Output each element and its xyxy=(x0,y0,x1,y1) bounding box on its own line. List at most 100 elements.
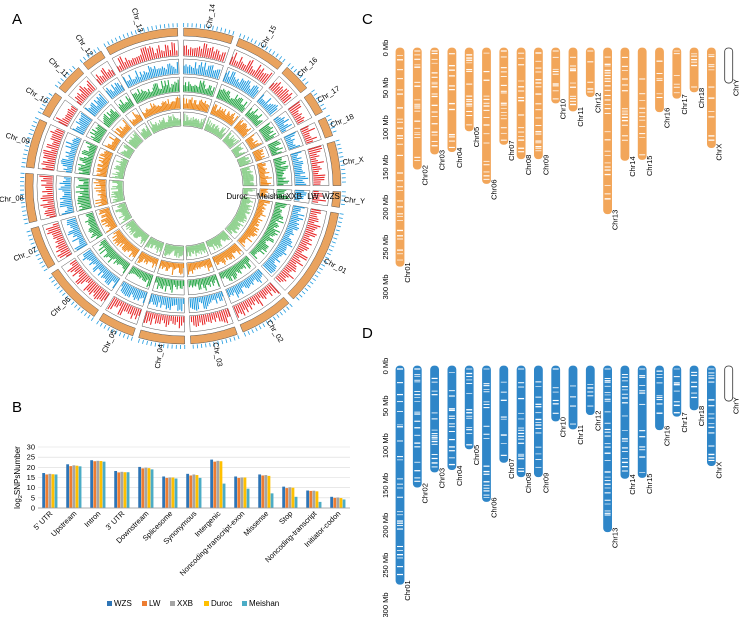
bar xyxy=(90,460,94,508)
legend-entry: Duroc xyxy=(211,599,232,608)
bar xyxy=(336,497,340,508)
bar xyxy=(189,475,193,508)
track-histogram xyxy=(284,131,301,150)
axis-tick-label: 250 Mb xyxy=(381,553,390,578)
bar xyxy=(102,461,106,508)
track-segment xyxy=(58,67,85,94)
track-histogram xyxy=(66,217,87,251)
chromosome-bar xyxy=(430,47,440,155)
bar xyxy=(78,466,82,508)
track-segment xyxy=(105,295,143,325)
track-histogram xyxy=(140,125,152,140)
chromosome-bar xyxy=(637,365,647,478)
bar xyxy=(99,461,103,508)
track-segment xyxy=(30,226,56,269)
chromosome-label: Chr17 xyxy=(680,412,689,432)
axis-tick-label: 50 Mb xyxy=(381,77,390,98)
track-histogram xyxy=(105,82,125,99)
track-histogram xyxy=(84,93,108,117)
bar xyxy=(333,497,337,508)
y-tick-label: 5 xyxy=(31,493,35,502)
chrom-label: Chr_06 xyxy=(48,295,72,319)
axis-tick-label: 0 Mb xyxy=(381,40,390,57)
chrom-ticks xyxy=(19,172,29,225)
chrom-ticks xyxy=(79,47,100,64)
chromosome-label: Chr14 xyxy=(628,474,637,494)
chromosome-label: Chr12 xyxy=(593,411,602,431)
track-histogram xyxy=(96,150,113,177)
bar xyxy=(342,499,346,508)
track-histogram xyxy=(250,202,287,260)
chrom-ticks xyxy=(335,139,346,183)
chrom-ticks xyxy=(326,114,337,133)
track-histogram xyxy=(103,108,120,128)
track-histogram xyxy=(275,208,321,283)
chromosome-bands xyxy=(639,368,646,473)
chromosome-bands xyxy=(518,52,525,153)
track-segment xyxy=(138,329,185,345)
track-histogram xyxy=(233,119,252,138)
karyotype-blue: 0 Mb 50 Mb 100 Mb 150 Mb 200 Mb 250 Mb 300 Mb C… xyxy=(381,358,741,617)
chromosome-label: Chr03 xyxy=(438,468,447,488)
track-histogram xyxy=(98,239,130,274)
track-histogram xyxy=(143,311,185,329)
chrom-label: Chr_10 xyxy=(24,85,50,106)
track-histogram xyxy=(229,52,273,84)
chromosome-bar xyxy=(672,47,682,99)
chromosome-label: Chr15 xyxy=(645,156,654,176)
chromosome-label: Chr07 xyxy=(507,140,516,160)
chromosome-label: Chr06 xyxy=(490,497,499,517)
legend-entry: XXB xyxy=(177,599,193,608)
track-segment xyxy=(24,172,38,224)
chromosome-bar xyxy=(724,47,734,84)
chromosome-bands xyxy=(535,52,542,152)
track-histogram xyxy=(84,212,103,239)
chromosome-bar xyxy=(689,47,699,93)
chromosome-bands xyxy=(570,385,576,425)
axis-tick-label: 150 Mb xyxy=(381,473,390,498)
chrom-ticks xyxy=(243,303,293,337)
chromosome-bands xyxy=(414,50,421,162)
track-histogram xyxy=(237,199,270,248)
track-histogram xyxy=(122,61,179,88)
track-histogram xyxy=(82,249,120,289)
track-segment xyxy=(303,92,323,116)
bar xyxy=(339,498,343,508)
track-histogram xyxy=(159,260,185,276)
chromosome-bands xyxy=(673,368,680,414)
bar xyxy=(288,487,292,508)
chrom-label: Chr_01 xyxy=(322,256,348,275)
chromosome-bands xyxy=(621,56,628,141)
panel-label-b: B xyxy=(12,399,22,416)
track-segment xyxy=(183,27,234,45)
y-axis-label: log2SNPsNumber xyxy=(13,446,24,509)
track-histogram xyxy=(212,243,242,266)
chromosome-label: ChrY xyxy=(732,397,741,414)
track-histogram xyxy=(219,256,252,282)
chromosome-label: Chr10 xyxy=(559,99,568,119)
track-histogram xyxy=(259,122,277,142)
y-tick-label: 25 xyxy=(27,453,35,462)
chromosome-bands xyxy=(483,52,490,180)
axis-tick-label: 200 Mb xyxy=(381,195,390,220)
track-histogram xyxy=(225,196,254,235)
bar xyxy=(315,491,319,508)
chromosome-bands xyxy=(431,50,438,147)
track-label: XXB xyxy=(286,192,302,201)
chromosome-bands xyxy=(691,53,698,88)
track-histogram xyxy=(145,237,165,254)
x-tick-label: Missense xyxy=(242,509,271,538)
track-segment xyxy=(287,211,339,300)
chromosome-bands xyxy=(587,50,594,93)
chromosome-bar xyxy=(585,47,595,97)
chromosome-bar xyxy=(499,47,509,145)
chromosome-bar xyxy=(620,47,630,161)
track-segment xyxy=(51,268,99,317)
bar xyxy=(282,486,286,508)
chromosome-bands xyxy=(639,78,646,156)
track-histogram xyxy=(67,259,110,302)
chromosome-label: Chr05 xyxy=(472,445,481,465)
track-histogram xyxy=(245,107,263,127)
chrom-label: Chr_Y xyxy=(343,195,365,206)
